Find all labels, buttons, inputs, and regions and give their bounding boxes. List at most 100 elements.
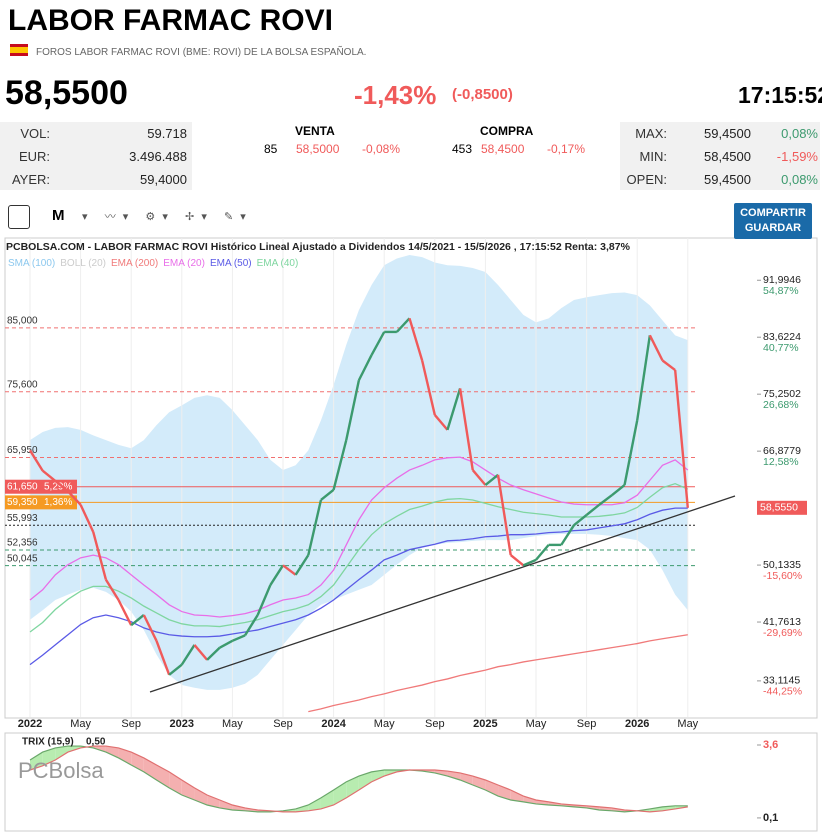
save[interactable]: GUARDAR bbox=[744, 222, 802, 234]
price-segment bbox=[193, 644, 209, 661]
time: 17:15:52 bbox=[738, 82, 822, 108]
trix-fill bbox=[181, 780, 195, 800]
trend-line bbox=[149, 495, 736, 693]
price-segment bbox=[117, 599, 133, 626]
y-tick-label: 66,8779 bbox=[763, 445, 801, 457]
y-tick-change: 12,58% bbox=[763, 456, 799, 468]
trix-fill bbox=[447, 771, 461, 780]
x-tick-label: 2023 bbox=[170, 718, 194, 730]
legend-item[interactable]: EMA (200) bbox=[111, 258, 159, 269]
x-tick-label: 2026 bbox=[625, 718, 649, 730]
price-segment bbox=[256, 584, 272, 616]
trix-fill bbox=[434, 770, 448, 777]
price-segment bbox=[509, 554, 525, 567]
price-segment bbox=[648, 334, 664, 362]
stat-label: AYER: bbox=[11, 172, 50, 187]
x-tick-label: May bbox=[526, 718, 547, 730]
share-button[interactable]: COMPARTIR GUARDAR bbox=[734, 203, 812, 239]
order-pct: -0,17% bbox=[547, 142, 586, 156]
price-segment bbox=[408, 317, 424, 361]
level-change: 1,36% bbox=[44, 497, 72, 508]
stat-label: EUR: bbox=[18, 149, 50, 164]
trix-frame bbox=[4, 732, 818, 832]
change-abs: (-0,8500) bbox=[452, 86, 513, 103]
level-label: 59,350 bbox=[7, 497, 38, 508]
x-tick-label: May bbox=[222, 718, 243, 730]
price-segment bbox=[269, 564, 285, 586]
trix-fill bbox=[118, 747, 132, 765]
ema-line bbox=[29, 482, 689, 633]
ema-line bbox=[308, 634, 688, 713]
ema-line bbox=[29, 456, 689, 618]
order-title: VENTA bbox=[295, 124, 335, 138]
price-segment bbox=[598, 494, 613, 506]
range: MAX: 59,4500 0,08% MIN: 58,4500 -1,59% OPEN: 59… bbox=[620, 122, 820, 190]
legend-item[interactable]: EMA (40) bbox=[256, 258, 299, 269]
price-segment bbox=[41, 469, 57, 482]
price-segment bbox=[244, 614, 259, 637]
x-tick-label: Sep bbox=[577, 718, 597, 730]
level-label: 50,045 bbox=[7, 553, 38, 564]
trix-fill bbox=[207, 795, 220, 808]
period[interactable]: M bbox=[52, 207, 65, 224]
range-label: OPEN: bbox=[626, 172, 667, 187]
range-value: 58,4500 bbox=[704, 149, 751, 164]
trix-fill bbox=[105, 746, 119, 758]
price-segment bbox=[673, 369, 689, 508]
price-segment bbox=[320, 488, 335, 501]
logo: PCBolsa bbox=[18, 758, 104, 783]
price-segment bbox=[92, 531, 108, 580]
ema-line bbox=[29, 507, 688, 666]
trix-fill bbox=[371, 770, 385, 782]
price: 58,5500 bbox=[5, 74, 128, 112]
price-segment bbox=[307, 499, 323, 556]
price-segment bbox=[219, 639, 233, 649]
y-tick-change: 54,87% bbox=[763, 285, 799, 297]
price-segment bbox=[67, 490, 82, 506]
y-tick-change: -15,60% bbox=[763, 570, 802, 582]
price-segment bbox=[332, 439, 348, 491]
price-segment bbox=[231, 634, 246, 642]
bollinger-band bbox=[30, 255, 688, 690]
trix-fill bbox=[232, 805, 246, 811]
trix-fill bbox=[30, 752, 43, 770]
price-segment bbox=[522, 558, 537, 567]
legend-item[interactable]: EMA (20) bbox=[163, 258, 205, 269]
price-segment bbox=[611, 484, 626, 497]
y-tick-label: 91,9946 bbox=[763, 274, 801, 286]
price-segment bbox=[79, 504, 95, 533]
y-tick-change: -44,25% bbox=[763, 686, 802, 698]
legend-item[interactable]: SMA (100) bbox=[8, 258, 56, 269]
y-tick-label: 41,7613 bbox=[763, 616, 801, 628]
range-value: 59,4500 bbox=[704, 172, 751, 187]
change-pct: -1,43% bbox=[354, 80, 437, 110]
price-segment bbox=[370, 331, 386, 356]
price-segment bbox=[395, 317, 411, 333]
legend-item[interactable]: BOLL (20) bbox=[60, 258, 107, 269]
range-pct: 0,08% bbox=[781, 172, 818, 187]
level-label: 61,650 bbox=[7, 481, 38, 492]
panel-icon[interactable] bbox=[8, 205, 30, 229]
level-box bbox=[5, 495, 77, 510]
price-tag bbox=[757, 500, 807, 515]
x-tick-label: Sep bbox=[273, 718, 293, 730]
x-tick-label: Sep bbox=[121, 718, 141, 730]
price-segment bbox=[636, 335, 652, 421]
order-qty: 85 bbox=[264, 142, 278, 156]
x-tick-label: May bbox=[374, 718, 395, 730]
price-segment bbox=[496, 474, 512, 556]
price-segment bbox=[661, 359, 676, 371]
legend-item[interactable]: EMA (50) bbox=[209, 258, 252, 269]
order-qty: 453 bbox=[452, 142, 473, 156]
trix-line bbox=[29, 745, 688, 813]
price-segment bbox=[104, 578, 120, 601]
trix-fill bbox=[510, 790, 524, 802]
share[interactable]: COMPARTIR bbox=[740, 207, 806, 219]
price-segment bbox=[155, 640, 171, 676]
stats: VOL: 59.718 EUR: 3.496.488 AYER: 59,4000 bbox=[0, 122, 192, 190]
toolbar-icons[interactable]: ▾ 〰 ▾ ⚙ ▾ ✢ ▾ ✎ ▾ bbox=[82, 211, 248, 223]
trix-fill bbox=[320, 790, 334, 809]
order-title: COMPRA bbox=[480, 124, 534, 138]
price-segment bbox=[282, 564, 297, 576]
